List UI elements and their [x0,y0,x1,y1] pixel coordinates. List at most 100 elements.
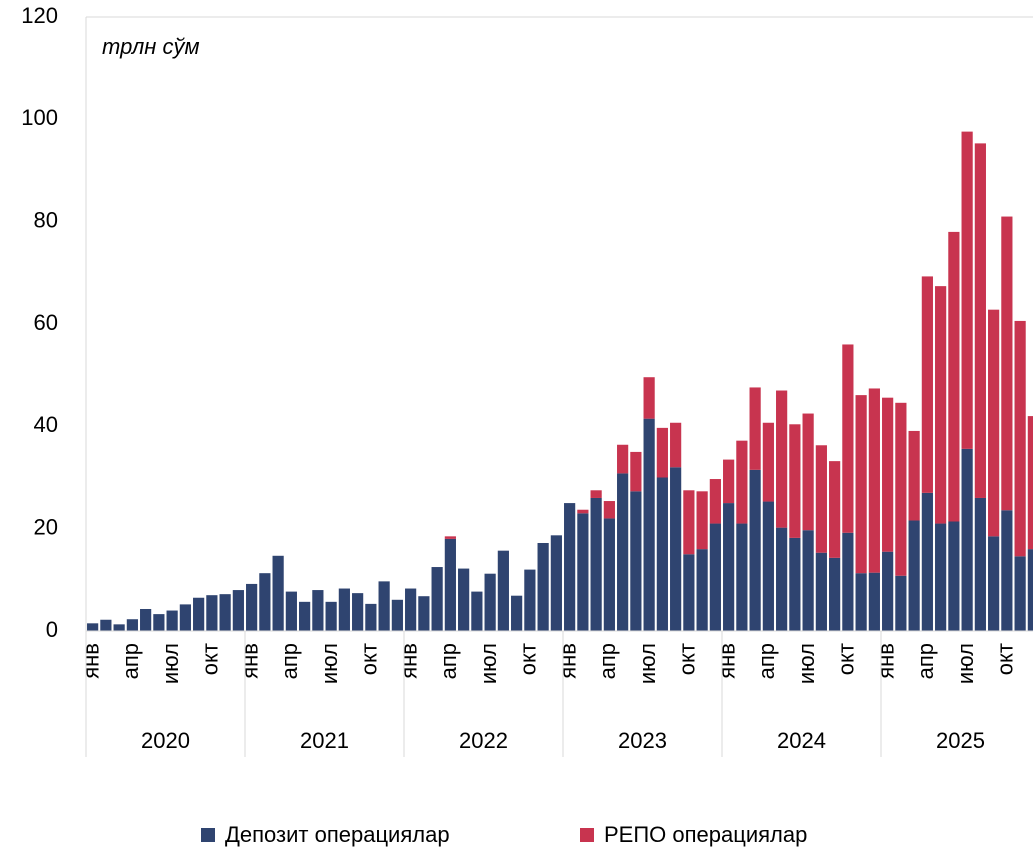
bar-segment [537,542,549,631]
bar-segment [458,568,470,631]
bar-segment [656,427,668,478]
x-tick-label: янв [714,643,739,679]
bar-segment [391,599,403,631]
bar-segment [696,549,708,631]
bar-segment [789,537,801,631]
x-tick-label: окт [993,643,1018,675]
bar-segment [603,501,615,519]
bar-segment [895,402,907,576]
bar-segment [312,590,324,631]
legend-label: РЕПО операциялар [604,822,807,847]
bar-segment [179,604,191,631]
bar-segment [670,467,682,631]
bar-segment [921,492,933,631]
bar-segment [895,575,907,631]
x-tick-label: окт [516,643,541,675]
x-tick-label: окт [357,643,382,675]
x-tick-label: янв [555,643,580,679]
bar-segment [617,473,629,631]
bar-segment [842,344,854,533]
bar-segment [299,601,311,631]
x-tick-label: апр [436,643,461,679]
bar-segment [630,491,642,631]
bar-segment [219,594,231,631]
year-label: 2022 [459,728,508,753]
bar-segment [842,532,854,631]
bar-segment [855,573,867,631]
bar-segment [961,448,973,631]
bar-segment [656,477,668,631]
x-tick-label: окт [675,643,700,675]
bar-segment [749,469,761,631]
bar-segment [855,395,867,574]
bar-segment [683,490,695,555]
bar-segment [815,552,827,631]
x-tick-label: апр [913,643,938,679]
unit-annotation: трлн сўм [102,34,200,59]
bar-segment [882,551,894,631]
y-tick-label: 0 [46,617,58,642]
bar-segment [590,490,602,498]
y-tick-label: 80 [34,207,58,232]
bar-segment [471,591,483,631]
bar-segment [550,535,562,631]
x-tick-label: июл [953,643,978,684]
bar-segment [378,581,390,631]
bar-segment [723,503,735,631]
bar-segment [776,527,788,631]
bar-segment [776,390,788,528]
bar-segment [193,597,205,631]
x-tick-label: апр [754,643,779,679]
bar-segment [352,593,364,631]
bar-segment [762,501,774,631]
bar-segment [1001,216,1013,511]
bar-segment [126,619,138,631]
x-tick-label: янв [873,643,898,679]
bar-segment [829,461,841,558]
bar-segment [113,624,125,631]
bar-segment [1014,320,1026,557]
bar-segment [338,588,350,631]
bar-segment [643,418,655,631]
bar-segment [153,614,165,631]
bar-segment [325,601,337,631]
bar-segment [405,588,417,631]
bar-segment [643,377,655,419]
bar-segment [577,509,589,514]
bar-segment [709,479,721,524]
bar-segment [908,520,920,631]
bar-segment [868,572,880,631]
bar-segment [762,422,774,502]
x-tick-label: апр [277,643,302,679]
bar-segment [232,590,244,631]
bar-segment [1027,416,1033,550]
year-label: 2021 [300,728,349,753]
bar-segment [511,595,523,631]
bar-segment [564,503,576,631]
bar-segment [908,430,920,521]
bar-segment [921,276,933,493]
x-tick-label: янв [78,643,103,679]
bar-segment [444,536,456,539]
bar-segment [988,309,1000,537]
x-tick-label: июл [635,643,660,684]
y-tick-label: 20 [34,514,58,539]
x-tick-label: янв [396,643,421,679]
bar-segment [590,497,602,631]
bar-segment [259,573,271,631]
legend-swatch [580,828,594,842]
bar-segment [709,523,721,631]
bar-segment [974,497,986,631]
bar-segment [961,131,973,449]
bar-segment [497,550,509,631]
bar-segment [285,591,297,631]
bar-segment [603,518,615,631]
bar-segment [246,583,258,631]
bar-segment [444,538,456,631]
x-tick-label: июл [794,643,819,684]
year-label: 2025 [936,728,985,753]
bar-segment [882,397,894,552]
legend-label: Депозит операциялар [225,822,450,847]
bar-segment [802,530,814,631]
